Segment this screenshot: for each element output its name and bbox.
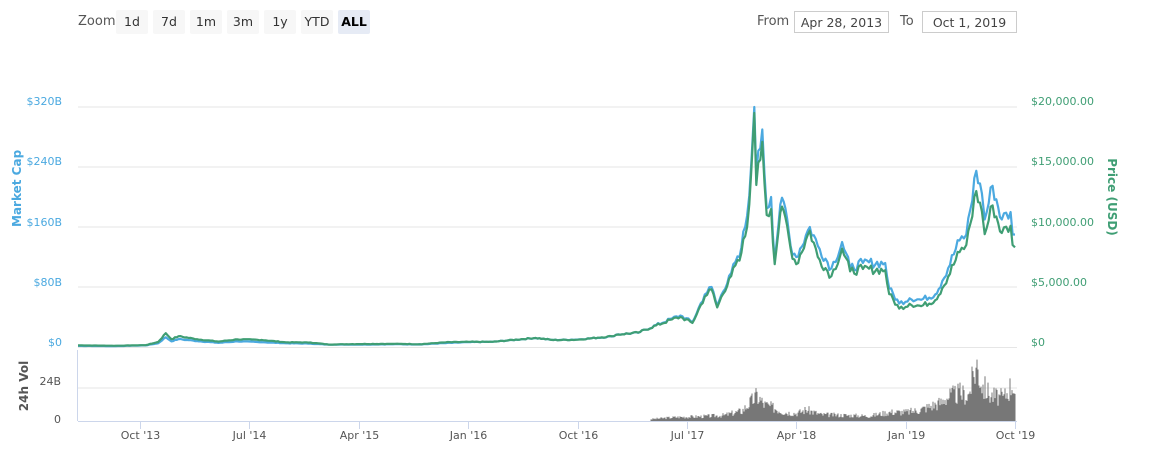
x-tick-label: Oct '16 (558, 429, 599, 442)
volume-tick-0: 0 (54, 413, 61, 426)
market-cap-axis-title: Market Cap (10, 149, 24, 227)
zoom-7d-button[interactable]: 7d (153, 10, 185, 34)
volume-tick-24b: 24B (39, 375, 61, 388)
volume-bars (650, 359, 1016, 421)
x-axis (140, 421, 1016, 429)
right-tick-20000: $20,000.00 (1031, 95, 1094, 108)
zoom-1d-button[interactable]: 1d (116, 10, 148, 34)
zoom-ytd-button[interactable]: YTD (301, 10, 333, 34)
zoom-3m-button[interactable]: 3m (227, 10, 259, 34)
price-axis-title: Price (USD) (1105, 158, 1119, 236)
x-tick-label: Oct '19 (995, 429, 1036, 442)
to-date-input[interactable]: Oct 1, 2019 (922, 11, 1017, 33)
from-label: From (757, 14, 790, 29)
left-tick-240b: $240B (26, 155, 62, 168)
x-tick-label: Jul '17 (670, 429, 705, 442)
left-tick-320b: $320B (26, 95, 62, 108)
to-label: To (900, 14, 914, 29)
zoom-all-button[interactable]: ALL (338, 10, 370, 34)
x-tick-label: Jan '16 (449, 429, 488, 442)
right-tick-5000: $5,000.00 (1031, 276, 1087, 289)
zoom-1m-button[interactable]: 1m (190, 10, 222, 34)
x-tick-label: Jul '14 (232, 429, 267, 442)
right-tick-0: $0 (1031, 336, 1045, 349)
grid-lines (77, 106, 1017, 422)
x-tick-label: Oct '13 (120, 429, 161, 442)
zoom-label: Zoom (78, 14, 116, 29)
price-line (78, 111, 1016, 347)
right-tick-15000: $15,000.00 (1031, 155, 1094, 168)
zoom-1y-button[interactable]: 1y (264, 10, 296, 34)
x-tick-label: Jan '19 (887, 429, 926, 442)
left-tick-80b: $80B (33, 276, 62, 289)
chart-toolbar: Zoom 1d 7d 1m 3m 1y YTD ALL From Apr 28,… (0, 0, 1151, 44)
x-tick-label: Apr '18 (776, 429, 817, 442)
left-tick-0: $0 (48, 336, 62, 349)
volume-axis-title: 24h Vol (17, 360, 31, 412)
left-tick-160b: $160B (26, 216, 62, 229)
right-tick-10000: $10,000.00 (1031, 216, 1094, 229)
from-date-input[interactable]: Apr 28, 2013 (794, 11, 889, 33)
x-tick-label: Apr '15 (339, 429, 380, 442)
